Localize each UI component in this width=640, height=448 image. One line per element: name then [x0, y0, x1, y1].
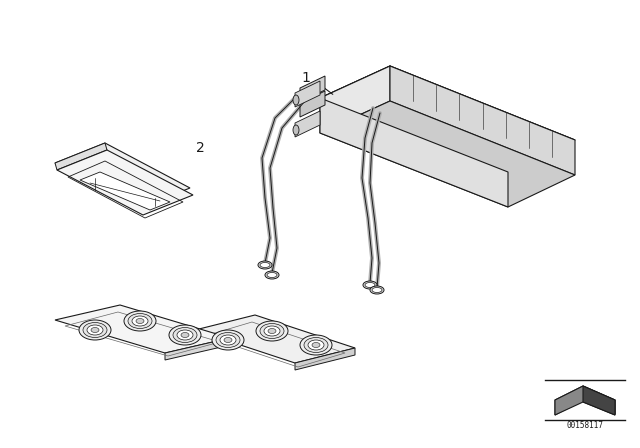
Polygon shape	[390, 66, 575, 175]
Ellipse shape	[308, 340, 324, 350]
Polygon shape	[320, 66, 390, 133]
Polygon shape	[55, 143, 107, 170]
Polygon shape	[583, 386, 615, 415]
Polygon shape	[55, 305, 230, 353]
Ellipse shape	[132, 316, 148, 326]
Ellipse shape	[124, 311, 156, 331]
Ellipse shape	[169, 325, 201, 345]
Ellipse shape	[216, 332, 240, 348]
Ellipse shape	[304, 337, 328, 353]
Text: 00158117: 00158117	[566, 421, 604, 430]
Ellipse shape	[300, 335, 332, 355]
Ellipse shape	[365, 283, 375, 288]
Polygon shape	[165, 338, 230, 360]
Ellipse shape	[265, 271, 279, 279]
Ellipse shape	[267, 272, 277, 277]
Polygon shape	[57, 150, 193, 215]
Ellipse shape	[256, 321, 288, 341]
Polygon shape	[320, 98, 508, 207]
Polygon shape	[300, 91, 325, 117]
Ellipse shape	[293, 95, 299, 105]
Polygon shape	[295, 111, 320, 137]
Polygon shape	[320, 101, 575, 207]
Polygon shape	[80, 172, 170, 210]
Ellipse shape	[128, 314, 152, 328]
Ellipse shape	[260, 263, 270, 267]
Text: 2: 2	[196, 141, 204, 155]
Ellipse shape	[83, 323, 107, 337]
Ellipse shape	[220, 335, 236, 345]
Ellipse shape	[312, 343, 320, 348]
Ellipse shape	[212, 330, 244, 350]
Polygon shape	[295, 81, 320, 107]
Ellipse shape	[87, 325, 103, 335]
Text: 1: 1	[301, 71, 310, 85]
Ellipse shape	[177, 330, 193, 340]
Ellipse shape	[363, 281, 377, 289]
Ellipse shape	[79, 320, 111, 340]
Polygon shape	[555, 386, 615, 415]
Ellipse shape	[224, 337, 232, 343]
Ellipse shape	[260, 323, 284, 339]
Polygon shape	[320, 66, 575, 172]
Ellipse shape	[91, 327, 99, 332]
Ellipse shape	[264, 326, 280, 336]
Ellipse shape	[258, 261, 272, 269]
Polygon shape	[555, 386, 615, 415]
Ellipse shape	[181, 332, 189, 337]
Ellipse shape	[173, 327, 197, 343]
Ellipse shape	[268, 328, 276, 333]
Polygon shape	[195, 315, 355, 363]
Ellipse shape	[372, 288, 382, 293]
Ellipse shape	[293, 125, 299, 135]
Polygon shape	[55, 143, 190, 208]
Ellipse shape	[370, 286, 384, 294]
Polygon shape	[295, 348, 355, 370]
Polygon shape	[300, 76, 325, 102]
Ellipse shape	[136, 319, 144, 323]
